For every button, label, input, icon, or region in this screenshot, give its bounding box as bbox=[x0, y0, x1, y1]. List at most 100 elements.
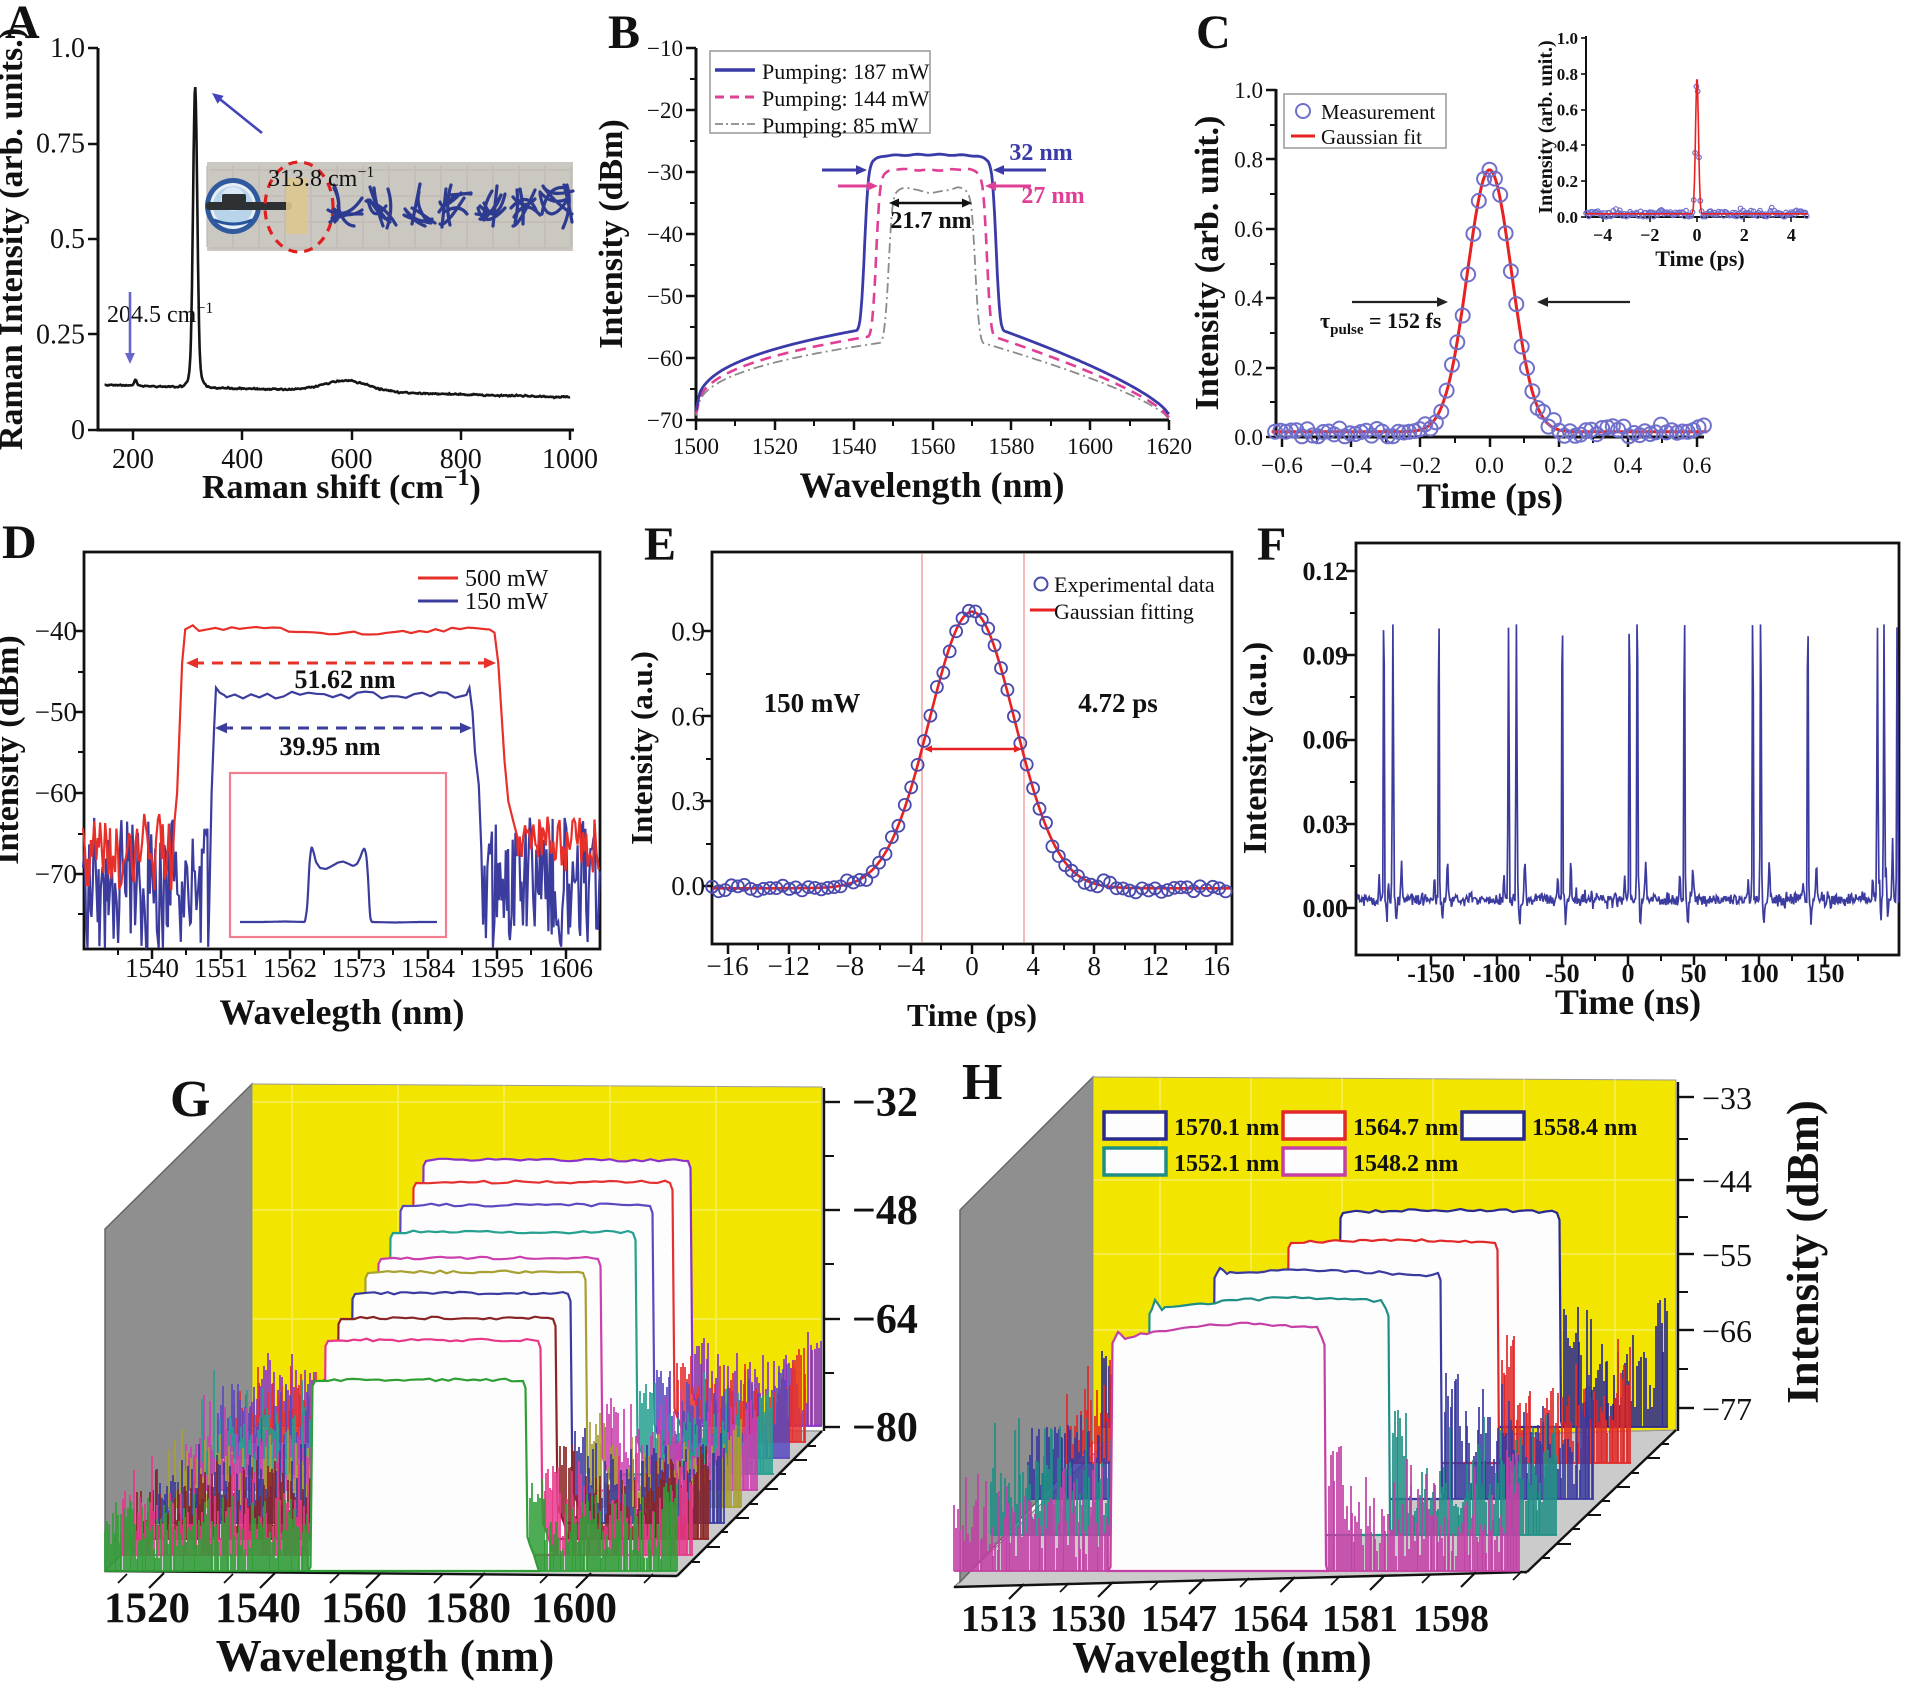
svg-text:0.00: 0.00 bbox=[1303, 894, 1349, 923]
svg-text:1.0: 1.0 bbox=[50, 33, 85, 64]
svg-text:−10: −10 bbox=[647, 36, 683, 61]
svg-text:1.0: 1.0 bbox=[1234, 78, 1263, 103]
svg-text:0.25: 0.25 bbox=[36, 320, 85, 351]
svg-text:1513: 1513 bbox=[961, 1598, 1037, 1640]
svg-text:39.95 nm: 39.95 nm bbox=[279, 732, 380, 761]
svg-text:1500: 1500 bbox=[673, 434, 719, 459]
svg-text:−4: −4 bbox=[1593, 225, 1612, 245]
svg-text:1560: 1560 bbox=[321, 1585, 407, 1632]
svg-text:−0.2: −0.2 bbox=[1399, 453, 1441, 478]
svg-text:0.5: 0.5 bbox=[50, 224, 85, 255]
svg-text:Intensity (arb. unit.): Intensity (arb. unit.) bbox=[1189, 116, 1226, 411]
svg-text:G: G bbox=[170, 1071, 210, 1128]
svg-text:−4: −4 bbox=[897, 951, 926, 981]
svg-text:Time (ns): Time (ns) bbox=[1555, 982, 1701, 1022]
svg-text:A: A bbox=[5, 0, 40, 49]
svg-text:0.6: 0.6 bbox=[1557, 101, 1578, 120]
svg-text:0: 0 bbox=[71, 415, 85, 446]
svg-text:−70: −70 bbox=[35, 859, 77, 889]
svg-text:51.62 nm: 51.62 nm bbox=[294, 665, 395, 694]
svg-text:1530: 1530 bbox=[1050, 1598, 1126, 1640]
svg-text:D: D bbox=[2, 516, 37, 569]
svg-text:0.09: 0.09 bbox=[1303, 641, 1349, 670]
svg-text:1600: 1600 bbox=[1067, 434, 1113, 459]
svg-text:−60: −60 bbox=[35, 778, 77, 808]
svg-text:0.4: 0.4 bbox=[1557, 136, 1579, 155]
svg-text:−77: −77 bbox=[1702, 1391, 1752, 1427]
svg-text:313.8 cm−1: 313.8 cm−1 bbox=[268, 164, 374, 192]
svg-text:1570.1 nm: 1570.1 nm bbox=[1174, 1115, 1279, 1141]
svg-text:4: 4 bbox=[1787, 225, 1796, 245]
svg-text:50: 50 bbox=[1681, 959, 1707, 988]
svg-text:Intensity (dBm): Intensity (dBm) bbox=[1778, 1100, 1828, 1404]
svg-text:204.5 cm−1: 204.5 cm−1 bbox=[107, 300, 213, 328]
svg-text:Intensity (dBm): Intensity (dBm) bbox=[0, 635, 26, 865]
svg-text:0.4: 0.4 bbox=[1613, 453, 1642, 478]
svg-text:−50: −50 bbox=[647, 284, 683, 309]
svg-text:Time (ps): Time (ps) bbox=[1417, 476, 1563, 516]
svg-text:2: 2 bbox=[1740, 225, 1749, 245]
svg-text:0.0: 0.0 bbox=[1475, 453, 1504, 478]
svg-text:0.0: 0.0 bbox=[1234, 425, 1263, 450]
svg-text:0.8: 0.8 bbox=[1557, 65, 1578, 84]
svg-text:0.03: 0.03 bbox=[1303, 810, 1349, 839]
svg-text:0.6: 0.6 bbox=[671, 701, 705, 731]
svg-text:150: 150 bbox=[1805, 959, 1844, 988]
svg-text:Pumping: 144 mW: Pumping: 144 mW bbox=[762, 86, 930, 111]
svg-text:−0.6: −0.6 bbox=[1261, 453, 1303, 478]
svg-text:12: 12 bbox=[1142, 951, 1169, 981]
svg-text:−2: −2 bbox=[1640, 225, 1659, 245]
svg-text:Wavelegth (nm): Wavelegth (nm) bbox=[1072, 1633, 1371, 1682]
svg-text:−70: −70 bbox=[647, 408, 683, 433]
svg-text:0.0: 0.0 bbox=[671, 871, 705, 901]
svg-text:0.6: 0.6 bbox=[1683, 453, 1712, 478]
svg-text:1520: 1520 bbox=[752, 434, 798, 459]
svg-text:200: 200 bbox=[112, 444, 154, 475]
svg-text:150 mW: 150 mW bbox=[465, 589, 549, 615]
svg-text:−48: −48 bbox=[852, 1188, 918, 1234]
svg-text:−30: −30 bbox=[647, 160, 683, 185]
svg-text:100: 100 bbox=[1740, 959, 1779, 988]
svg-text:0: 0 bbox=[1622, 959, 1635, 988]
svg-text:0.2: 0.2 bbox=[1544, 453, 1573, 478]
svg-text:1558.4 nm: 1558.4 nm bbox=[1532, 1115, 1637, 1141]
svg-text:1540: 1540 bbox=[831, 434, 877, 459]
svg-text:Gaussian fit: Gaussian fit bbox=[1321, 125, 1422, 149]
svg-text:−12: −12 bbox=[768, 951, 810, 981]
svg-text:1564: 1564 bbox=[1232, 1598, 1308, 1640]
svg-text:27 nm: 27 nm bbox=[1021, 183, 1084, 209]
svg-text:C: C bbox=[1196, 6, 1231, 59]
svg-text:1573: 1573 bbox=[332, 953, 386, 983]
svg-text:1580: 1580 bbox=[988, 434, 1034, 459]
svg-text:Intensity (arb. unit.): Intensity (arb. unit.) bbox=[1535, 40, 1557, 213]
svg-text:1600: 1600 bbox=[531, 1585, 617, 1632]
svg-text:H: H bbox=[962, 1054, 1002, 1111]
svg-text:1000: 1000 bbox=[542, 444, 598, 475]
svg-text:Raman shift (cm−1): Raman shift (cm−1) bbox=[202, 465, 481, 506]
svg-text:E: E bbox=[644, 518, 676, 571]
svg-text:0.3: 0.3 bbox=[671, 786, 705, 816]
svg-text:Time (ps): Time (ps) bbox=[907, 997, 1037, 1033]
svg-text:600: 600 bbox=[331, 444, 373, 475]
svg-text:−66: −66 bbox=[1702, 1313, 1752, 1349]
svg-text:Wavelength (nm): Wavelength (nm) bbox=[216, 1630, 555, 1681]
svg-text:0.75: 0.75 bbox=[36, 129, 85, 160]
svg-text:500 mW: 500 mW bbox=[465, 566, 549, 592]
svg-text:1595: 1595 bbox=[470, 953, 524, 983]
svg-text:Wavelegth (nm): Wavelegth (nm) bbox=[220, 992, 465, 1032]
svg-text:−8: −8 bbox=[835, 951, 864, 981]
svg-text:400: 400 bbox=[221, 444, 263, 475]
svg-text:150 mW: 150 mW bbox=[764, 688, 861, 718]
svg-text:1606: 1606 bbox=[539, 953, 593, 983]
svg-text:0.0: 0.0 bbox=[1557, 208, 1578, 227]
svg-text:−40: −40 bbox=[647, 222, 683, 247]
svg-text:1580: 1580 bbox=[425, 1585, 511, 1632]
svg-text:Gaussian fitting: Gaussian fitting bbox=[1054, 599, 1194, 624]
svg-text:1540: 1540 bbox=[215, 1585, 301, 1632]
svg-text:800: 800 bbox=[440, 444, 482, 475]
svg-text:−32: −32 bbox=[852, 1080, 918, 1126]
svg-text:1562: 1562 bbox=[263, 953, 317, 983]
svg-text:32 nm: 32 nm bbox=[1009, 140, 1072, 166]
svg-text:8: 8 bbox=[1087, 951, 1101, 981]
svg-text:Raman Intensity (arb. units.): Raman Intensity (arb. units.) bbox=[0, 28, 30, 450]
